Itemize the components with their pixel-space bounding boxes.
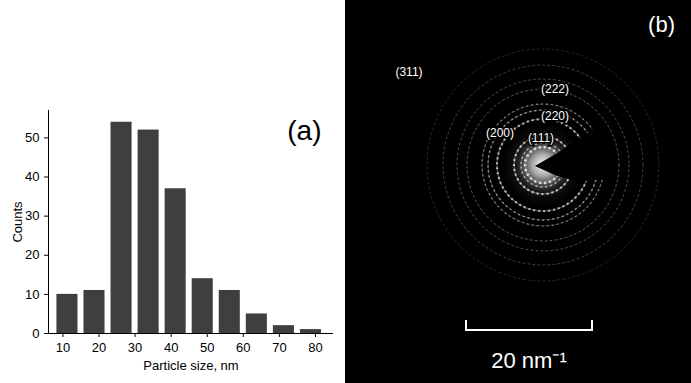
svg-text:10: 10 xyxy=(56,340,70,355)
svg-text:(222): (222) xyxy=(541,82,569,96)
svg-text:(111): (111) xyxy=(528,131,554,145)
svg-text:30: 30 xyxy=(128,340,142,355)
svg-text:20: 20 xyxy=(25,247,39,262)
svg-text:Particle size, nm: Particle size, nm xyxy=(143,358,238,373)
svg-text:(a): (a) xyxy=(287,115,321,146)
svg-text:0: 0 xyxy=(32,326,39,341)
svg-text:50: 50 xyxy=(25,130,39,145)
svg-text:(b): (b) xyxy=(648,12,675,37)
svg-text:20 nm⁻¹: 20 nm⁻¹ xyxy=(491,348,566,373)
svg-text:40: 40 xyxy=(164,340,178,355)
svg-text:60: 60 xyxy=(236,340,250,355)
svg-text:30: 30 xyxy=(25,208,39,223)
svg-text:40: 40 xyxy=(25,169,39,184)
svg-text:(311): (311) xyxy=(395,65,422,79)
svg-text:50: 50 xyxy=(200,340,214,355)
svg-text:(200): (200) xyxy=(486,126,514,140)
svg-text:10: 10 xyxy=(25,287,39,302)
svg-text:70: 70 xyxy=(272,340,286,355)
svg-text:(220): (220) xyxy=(541,109,569,123)
svg-text:Counts: Counts xyxy=(10,201,25,243)
svg-text:80: 80 xyxy=(308,340,322,355)
svg-text:20: 20 xyxy=(92,340,106,355)
